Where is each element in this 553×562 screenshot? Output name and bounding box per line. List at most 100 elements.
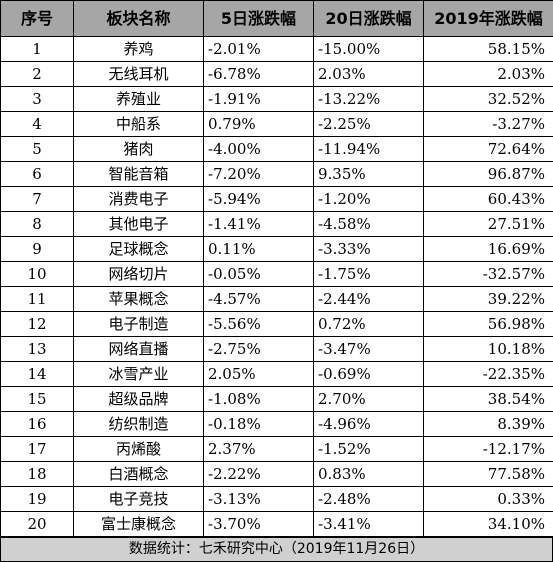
sector-name: 电子竞技: [73, 486, 204, 512]
sector-name: 富士康概念: [73, 511, 204, 537]
header-5day-change: 5日涨跌幅: [203, 0, 314, 37]
table-row: 19 电子竞技 -3.13% -2.48% 0.33%: [0, 486, 553, 512]
table-row: 20 富士康概念 -3.70% -3.41% 34.10%: [0, 511, 553, 537]
sector-name: 猪肉: [73, 136, 204, 162]
change-5day: -1.91%: [203, 86, 314, 112]
table-row: 10 网络切片 -0.05% -1.75% -32.57%: [0, 261, 553, 287]
change-5day: -0.05%: [203, 261, 314, 287]
change-5day: 0.79%: [203, 111, 314, 137]
change-20day: 0.83%: [313, 461, 424, 487]
sector-name: 纺织制造: [73, 411, 204, 437]
table-row: 15 超级品牌 -1.08% 2.70% 38.54%: [0, 386, 553, 412]
change-2019: -3.27%: [423, 111, 553, 137]
header-row: 序号 板块名称 5日涨跌幅 20日涨跌幅 2019年涨跌幅: [0, 0, 553, 37]
sector-name: 其他电子: [73, 211, 204, 237]
sector-name: 智能音箱: [73, 161, 204, 187]
row-index: 13: [0, 336, 74, 362]
change-5day: -4.57%: [203, 286, 314, 312]
change-2019: 60.43%: [423, 186, 553, 212]
change-5day: 2.37%: [203, 436, 314, 462]
change-20day: -1.52%: [313, 436, 424, 462]
change-2019: -12.17%: [423, 436, 553, 462]
row-index: 9: [0, 236, 74, 262]
table-row: 17 丙烯酸 2.37% -1.52% -12.17%: [0, 436, 553, 462]
change-2019: 34.10%: [423, 511, 553, 537]
header-sector-name: 板块名称: [73, 0, 204, 37]
change-2019: 39.22%: [423, 286, 553, 312]
table-body: 1 养鸡 -2.01% -15.00% 58.15% 2 无线耳机 -6.78% 2.03% 2.…: [0, 36, 553, 537]
table-row: 2 无线耳机 -6.78% 2.03% 2.03%: [0, 61, 553, 87]
change-2019: 8.39%: [423, 411, 553, 437]
row-index: 2: [0, 61, 74, 87]
change-2019: 96.87%: [423, 161, 553, 187]
sector-name: 冰雪产业: [73, 361, 204, 387]
table-header: 序号 板块名称 5日涨跌幅 20日涨跌幅 2019年涨跌幅: [0, 0, 553, 37]
sector-name: 苹果概念: [73, 286, 204, 312]
change-2019: 32.52%: [423, 86, 553, 112]
change-5day: -5.56%: [203, 311, 314, 337]
row-index: 19: [0, 486, 74, 512]
change-5day: -5.94%: [203, 186, 314, 212]
sector-name: 养殖业: [73, 86, 204, 112]
sector-name: 电子制造: [73, 311, 204, 337]
table-row: 9 足球概念 0.11% -3.33% 16.69%: [0, 236, 553, 262]
change-2019: 27.51%: [423, 211, 553, 237]
change-5day: -4.00%: [203, 136, 314, 162]
sector-name: 网络切片: [73, 261, 204, 287]
sector-name: 养鸡: [73, 36, 204, 62]
row-index: 6: [0, 161, 74, 187]
change-5day: -2.75%: [203, 336, 314, 362]
row-index: 8: [0, 211, 74, 237]
table-row: 7 消费电子 -5.94% -1.20% 60.43%: [0, 186, 553, 212]
table-row: 1 养鸡 -2.01% -15.00% 58.15%: [0, 36, 553, 62]
change-5day: -2.01%: [203, 36, 314, 62]
table-row: 6 智能音箱 -7.20% 9.35% 96.87%: [0, 161, 553, 187]
change-2019: 58.15%: [423, 36, 553, 62]
change-20day: -4.58%: [313, 211, 424, 237]
change-5day: -2.22%: [203, 461, 314, 487]
change-20day: -3.47%: [313, 336, 424, 362]
header-index: 序号: [0, 0, 74, 37]
change-2019: 56.98%: [423, 311, 553, 337]
table-row: 3 养殖业 -1.91% -13.22% 32.52%: [0, 86, 553, 112]
table-row: 4 中船系 0.79% -2.25% -3.27%: [0, 111, 553, 137]
row-index: 18: [0, 461, 74, 487]
change-20day: -1.75%: [313, 261, 424, 287]
change-5day: -0.18%: [203, 411, 314, 437]
change-2019: 10.18%: [423, 336, 553, 362]
change-2019: 16.69%: [423, 236, 553, 262]
change-5day: 0.11%: [203, 236, 314, 262]
sector-name: 中船系: [73, 111, 204, 137]
change-20day: -1.20%: [313, 186, 424, 212]
row-index: 20: [0, 511, 74, 537]
table-row: 11 苹果概念 -4.57% -2.44% 39.22%: [0, 286, 553, 312]
change-20day: -2.44%: [313, 286, 424, 312]
row-index: 1: [0, 36, 74, 62]
change-2019: -22.35%: [423, 361, 553, 387]
sector-name: 白酒概念: [73, 461, 204, 487]
sector-name: 无线耳机: [73, 61, 204, 87]
table-row: 16 纺织制造 -0.18% -4.96% 8.39%: [0, 411, 553, 437]
change-2019: 72.64%: [423, 136, 553, 162]
row-index: 5: [0, 136, 74, 162]
change-2019: 77.58%: [423, 461, 553, 487]
change-5day: -3.13%: [203, 486, 314, 512]
row-index: 10: [0, 261, 74, 287]
change-20day: 0.72%: [313, 311, 424, 337]
change-20day: -11.94%: [313, 136, 424, 162]
table-row: 8 其他电子 -1.41% -4.58% 27.51%: [0, 211, 553, 237]
row-index: 16: [0, 411, 74, 437]
change-5day: -3.70%: [203, 511, 314, 537]
sector-name: 丙烯酸: [73, 436, 204, 462]
table-row: 14 冰雪产业 2.05% -0.69% -22.35%: [0, 361, 553, 387]
sector-name: 足球概念: [73, 236, 204, 262]
change-20day: 2.70%: [313, 386, 424, 412]
table-row: 18 白酒概念 -2.22% 0.83% 77.58%: [0, 461, 553, 487]
row-index: 11: [0, 286, 74, 312]
change-20day: 9.35%: [313, 161, 424, 187]
change-20day: -2.48%: [313, 486, 424, 512]
row-index: 4: [0, 111, 74, 137]
sector-name: 网络直播: [73, 336, 204, 362]
header-20day-change: 20日涨跌幅: [313, 0, 424, 37]
